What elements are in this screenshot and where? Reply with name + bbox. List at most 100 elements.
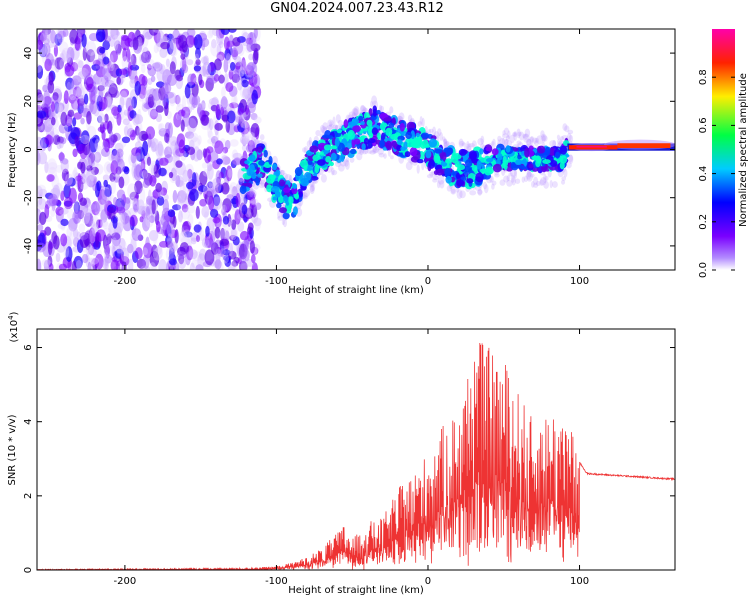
spectrogram-noise-cell bbox=[137, 162, 145, 171]
spectrogram-noise-cell bbox=[130, 70, 135, 84]
spectrogram-noise-cell bbox=[228, 242, 234, 257]
spectrogram-ridge-cell bbox=[319, 151, 324, 156]
spectrogram-noise-cell bbox=[91, 63, 101, 71]
spectrogram-noise-cell bbox=[46, 41, 56, 48]
spectrogram-noise-cell bbox=[165, 241, 173, 249]
spectrogram-halo-cell bbox=[429, 128, 434, 133]
spectrogram-noise-cell bbox=[91, 201, 101, 216]
spectrogram-noise-cell bbox=[200, 234, 206, 241]
spectrogram-noise-cell bbox=[168, 171, 174, 179]
spectrogram-halo-cell bbox=[529, 136, 534, 145]
spectrogram-noise-cell bbox=[64, 178, 73, 187]
spectrogram-noise-cell bbox=[173, 95, 182, 105]
spectrogram-noise-cell bbox=[104, 252, 109, 267]
spectrogram-noise-cell bbox=[146, 58, 155, 69]
spectrogram-noise-cell bbox=[187, 135, 198, 144]
spectrogram-noise-cell bbox=[133, 114, 144, 125]
spectrogram-noise-cell bbox=[231, 186, 238, 199]
spectrogram-noise-cell bbox=[101, 186, 111, 201]
spectrogram-halo-cell bbox=[509, 134, 515, 144]
spectrogram-noise-cell bbox=[224, 203, 230, 212]
spectrogram-noise-cell bbox=[172, 190, 178, 204]
spectrogram-noise-cell bbox=[175, 160, 183, 168]
spectrogram-noise-cell bbox=[191, 137, 201, 148]
spectrogram-noise-cell bbox=[140, 265, 151, 270]
spectrogram-halo-cell bbox=[248, 188, 254, 198]
spectrogram-noise-cell bbox=[118, 213, 125, 228]
spectrogram-noise-cell bbox=[42, 29, 48, 39]
spectrogram-halo-cell bbox=[343, 159, 349, 167]
spectrogram-noise-cell bbox=[110, 30, 121, 37]
spectrogram-noise-cell bbox=[104, 259, 110, 270]
spectrogram-noise-cell bbox=[158, 64, 166, 75]
spectrogram-noise-cell bbox=[165, 246, 175, 262]
spectrogram-noise-cell bbox=[235, 192, 241, 208]
spectrogram-noise-cell bbox=[138, 93, 144, 102]
spectrogram-noise-cell bbox=[204, 211, 209, 220]
spectrogram-noise-cell bbox=[86, 49, 96, 63]
spectrogram-noise-cell bbox=[146, 195, 153, 205]
spectrogram-noise-cell bbox=[102, 140, 109, 151]
spectrogram-noise-cell bbox=[203, 186, 208, 195]
spectrogram-noise-cell bbox=[108, 206, 116, 220]
spectrogram-noise-cell bbox=[145, 215, 154, 228]
spectrogram-noise-cell bbox=[152, 232, 158, 245]
spectrogram-noise-cell bbox=[176, 190, 187, 203]
spectrogram-noise-cell bbox=[164, 132, 170, 144]
spectrogram-halo-cell bbox=[389, 106, 394, 114]
spectrogram-noise-cell bbox=[121, 211, 127, 221]
spectrogram-halo-cell bbox=[532, 137, 538, 144]
spectrogram-halo-cell bbox=[258, 182, 266, 189]
spectrogram-halo-cell bbox=[405, 161, 413, 171]
spectrogram-halo-cell bbox=[526, 171, 533, 182]
spectrogram-noise-cell bbox=[119, 90, 128, 106]
spectrogram-noise-cell bbox=[37, 93, 46, 108]
spectrogram-noise-cell bbox=[134, 180, 143, 195]
spectrogram-ridge-cell bbox=[510, 154, 515, 165]
spectrogram-noise-cell bbox=[111, 245, 116, 258]
spectrogram-noise-cell bbox=[55, 252, 61, 263]
spectrogram-ridge-cell bbox=[288, 196, 294, 205]
spectrogram-ridge-cell bbox=[415, 132, 420, 138]
spectrogram-noise-cell bbox=[244, 73, 254, 80]
spectrogram-noise-cell bbox=[109, 244, 118, 252]
spectrogram-ridge-cell bbox=[385, 140, 392, 150]
spectrogram-noise-cell bbox=[92, 134, 100, 144]
spectrogram-heatmap bbox=[37, 29, 675, 270]
spectrogram-ridge-cell bbox=[410, 130, 415, 140]
spectrogram-noise-cell bbox=[228, 69, 234, 80]
spectrogram-noise-cell bbox=[190, 237, 197, 245]
spectrogram-noise-cell bbox=[230, 260, 237, 270]
spectrogram-noise-cell bbox=[99, 96, 108, 110]
spectrogram-noise-cell bbox=[98, 111, 105, 124]
spectrogram-noise-cell bbox=[195, 58, 201, 66]
spectrogram-noise-cell bbox=[81, 208, 91, 225]
spectrogram-noise-cell bbox=[51, 128, 59, 137]
spectrogram-noise-cell bbox=[208, 175, 213, 188]
spectrogram-halo-cell bbox=[331, 170, 338, 176]
spectrogram-noise-cell bbox=[174, 94, 181, 105]
spectrogram-noise-cell bbox=[166, 74, 177, 86]
spectrogram-noise-cell bbox=[195, 234, 201, 243]
spectrogram-noise-cell bbox=[198, 73, 203, 86]
spectrogram-halo-cell bbox=[332, 116, 336, 127]
spectrogram-halo-cell bbox=[562, 123, 568, 131]
spectrogram-halo-cell bbox=[536, 135, 544, 145]
spectrogram-noise-cell bbox=[37, 242, 46, 253]
spectrogram-noise-cell bbox=[234, 62, 241, 70]
spectrogram-halo-cell bbox=[364, 107, 368, 113]
spectrogram-halo-cell bbox=[561, 176, 567, 181]
spectrogram-ridge-cell bbox=[442, 151, 447, 162]
spectrogram-noise-cell bbox=[111, 231, 121, 247]
spectrogram-noise-cell bbox=[109, 50, 118, 63]
spectrogram-noise-cell bbox=[206, 161, 213, 172]
spectrogram-noise-cell bbox=[231, 95, 237, 105]
spectrogram-halo-cell bbox=[563, 168, 568, 178]
spectrogram-noise-cell bbox=[101, 220, 109, 230]
spectrogram-noise-cell bbox=[127, 258, 134, 270]
spectrogram-halo-cell bbox=[466, 140, 470, 149]
spectrogram-ridge-cell bbox=[463, 165, 472, 173]
spectrogram-noise-cell bbox=[98, 76, 106, 93]
